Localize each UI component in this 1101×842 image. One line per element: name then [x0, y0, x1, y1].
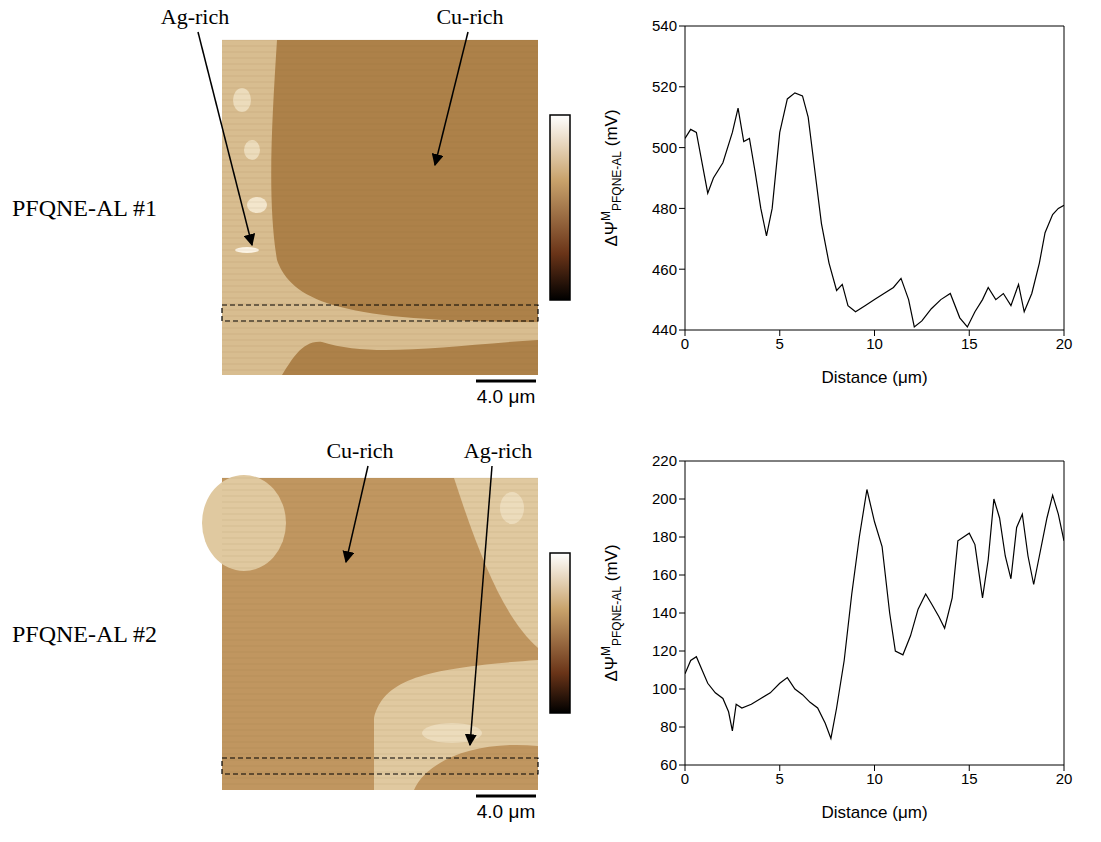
svg-text:5: 5 [776, 770, 784, 787]
svg-text:15: 15 [961, 770, 978, 787]
svg-text:Distance (μm): Distance (μm) [821, 803, 927, 822]
svg-text:5: 5 [776, 335, 784, 352]
svg-text:120: 120 [652, 642, 677, 659]
svg-text:Ag-rich: Ag-rich [161, 4, 229, 29]
svg-text:140: 140 [652, 604, 677, 621]
svg-text:80: 80 [660, 718, 677, 735]
svg-text:440: 440 [652, 321, 677, 338]
svg-text:540: 540 [652, 17, 677, 34]
svg-text:460: 460 [652, 261, 677, 278]
svg-text:0: 0 [681, 335, 689, 352]
svg-text:PFQNE-AL #2: PFQNE-AL #2 [12, 621, 157, 647]
svg-text:60: 60 [660, 756, 677, 773]
svg-text:220: 220 [652, 452, 677, 469]
svg-text:15: 15 [961, 335, 978, 352]
svg-text:ΔΨMPFQNE-AL (mV): ΔΨMPFQNE-AL (mV) [599, 544, 624, 681]
svg-text:ΔΨMPFQNE-AL (mV): ΔΨMPFQNE-AL (mV) [599, 109, 624, 246]
svg-text:520: 520 [652, 78, 677, 95]
svg-text:20: 20 [1056, 770, 1073, 787]
svg-text:Cu-rich: Cu-rich [326, 438, 393, 463]
svg-text:160: 160 [652, 566, 677, 583]
svg-text:200: 200 [652, 490, 677, 507]
svg-text:PFQNE-AL #1: PFQNE-AL #1 [12, 195, 157, 221]
svg-text:10: 10 [866, 335, 883, 352]
svg-text:Distance (μm): Distance (μm) [821, 368, 927, 387]
svg-text:0: 0 [681, 770, 689, 787]
svg-text:180: 180 [652, 528, 677, 545]
svg-text:4.0 μm: 4.0 μm [477, 386, 535, 407]
svg-text:4.0 μm: 4.0 μm [477, 801, 535, 822]
svg-text:100: 100 [652, 680, 677, 697]
svg-text:480: 480 [652, 200, 677, 217]
svg-text:20: 20 [1056, 335, 1073, 352]
svg-text:500: 500 [652, 139, 677, 156]
svg-text:10: 10 [866, 770, 883, 787]
svg-text:Cu-rich: Cu-rich [436, 4, 503, 29]
svg-text:Ag-rich: Ag-rich [464, 438, 532, 463]
